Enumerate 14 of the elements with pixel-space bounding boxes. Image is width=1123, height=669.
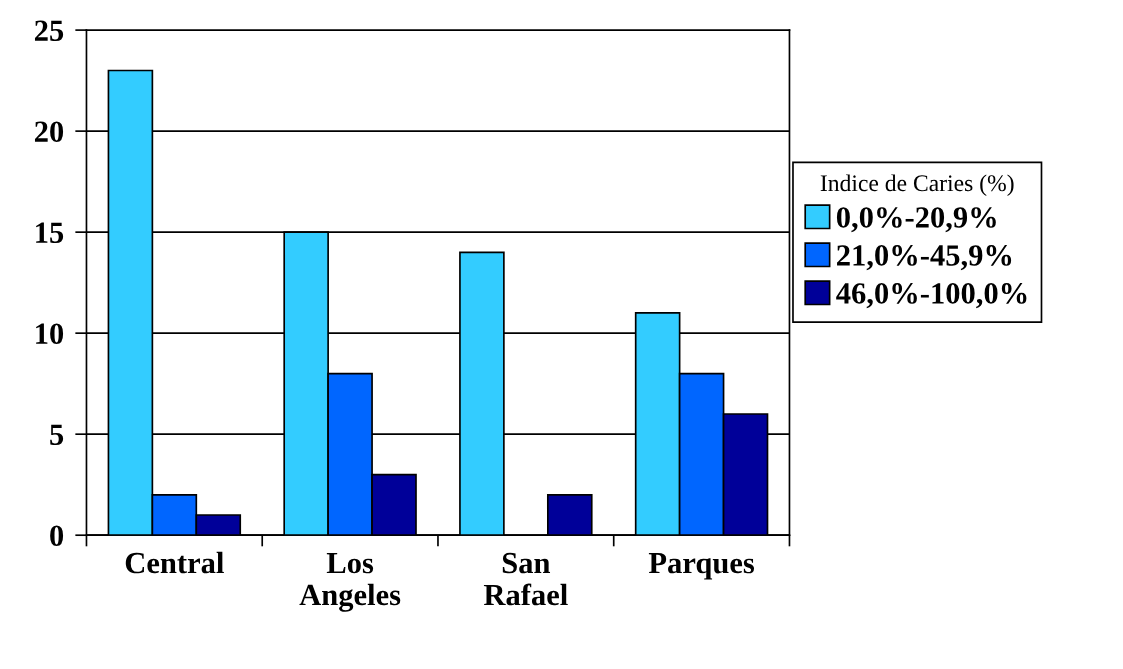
legend-title: Indice de Caries (%) <box>820 174 1014 196</box>
x-tick-label: San Rafael <box>483 552 568 606</box>
y-tick-label: 15 <box>36 222 64 244</box>
y-tick-label: 10 <box>36 323 64 345</box>
y-tick-label: 20 <box>34 121 64 143</box>
y-tick-label: 25 <box>34 20 64 42</box>
x-tick-label: Central <box>125 551 224 574</box>
legend-label: 0,0%-20,9% <box>836 207 996 233</box>
y-tick-label: 5 <box>50 424 64 446</box>
x-tick-label: Los Angeles <box>299 553 401 612</box>
legend-label: 21,0%-45,9% <box>837 245 1012 271</box>
legend-label: 46,0%-100,0% <box>836 283 1027 309</box>
y-tick-label: 0 <box>50 525 64 547</box>
x-tick-label: Parques <box>648 553 755 580</box>
